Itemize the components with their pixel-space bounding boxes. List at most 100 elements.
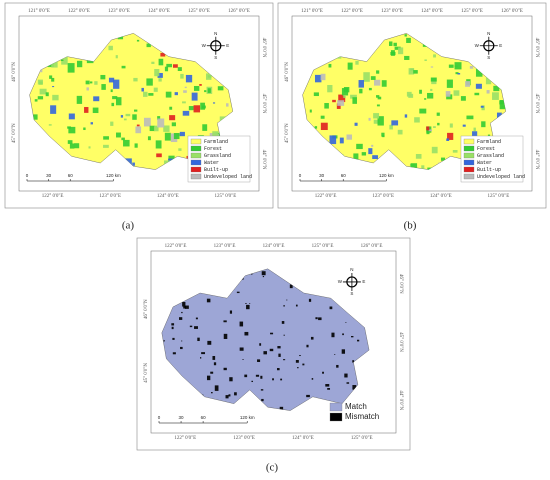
land-patch <box>318 317 322 321</box>
longitude-label: 125° 0'0"E <box>188 9 210 14</box>
land-patch <box>455 72 459 75</box>
compass-letter: S <box>214 55 217 60</box>
land-patch <box>357 339 360 342</box>
land-patch <box>168 158 174 162</box>
land-patch <box>206 298 211 303</box>
longitude-label: 123° 0'0"E <box>381 9 403 14</box>
land-patch <box>344 373 348 378</box>
land-patch <box>389 124 393 130</box>
land-patch <box>485 76 492 85</box>
legend-swatch <box>190 166 202 173</box>
land-patch <box>286 299 288 301</box>
legend-swatch <box>463 152 475 159</box>
scale-label: 60 <box>201 415 207 420</box>
land-patch <box>184 86 187 89</box>
longitude-label: 121° 0'0"E <box>301 9 323 14</box>
land-patch <box>440 157 446 161</box>
land-patch <box>193 105 201 113</box>
land-patch <box>108 45 113 51</box>
land-patch <box>212 356 216 360</box>
land-patch <box>178 148 182 151</box>
scale-label: 60 <box>341 173 347 178</box>
land-patch <box>48 124 52 126</box>
land-patch <box>180 346 183 350</box>
land-patch <box>374 79 381 86</box>
legend-label: Mismatch <box>345 412 379 421</box>
land-patch <box>328 63 332 68</box>
land-patch <box>174 92 178 96</box>
longitude-label: 122° 0'0"E <box>174 436 196 441</box>
land-patch <box>251 380 253 383</box>
land-patch <box>165 91 172 98</box>
land-patch <box>487 134 491 137</box>
compass-letter: S <box>350 291 353 296</box>
compass-cross <box>206 36 225 55</box>
compass-letter: N <box>350 267 353 272</box>
land-patch <box>368 87 372 91</box>
land-patch <box>90 122 93 125</box>
land-patch <box>390 50 395 56</box>
land-patch <box>171 122 176 127</box>
land-patch <box>93 96 100 102</box>
land-patch <box>320 122 328 131</box>
latitude-label: 45° 0'0"N <box>285 123 290 143</box>
land-patch <box>244 331 249 336</box>
land-patch <box>359 88 363 94</box>
land-patch <box>446 138 450 141</box>
legend-swatch <box>190 173 202 180</box>
longitude-label: 125° 0'0"E <box>312 244 334 249</box>
longitude-label: 124° 0'0"E <box>263 244 285 249</box>
longitude-label: 123° 0'0"E <box>99 194 121 199</box>
compass-letter: S <box>487 55 490 60</box>
legend-swatch <box>463 166 475 173</box>
land-patch <box>37 79 43 85</box>
land-patch <box>368 117 371 121</box>
land-patch <box>33 114 38 120</box>
land-patch <box>466 115 474 120</box>
legend-swatch <box>329 402 343 412</box>
latitude-label: 46° 0'0"N <box>261 38 266 58</box>
land-patch <box>424 59 427 61</box>
land-patch <box>51 77 55 82</box>
legend-label: Match <box>345 402 367 411</box>
land-patch <box>183 90 187 93</box>
land-patch <box>134 143 138 148</box>
land-patch <box>146 43 151 48</box>
compass-letter: E <box>226 43 229 48</box>
land-patch <box>406 37 411 43</box>
land-patch <box>376 104 380 107</box>
longitude-label: 125° 0'0"E <box>461 9 483 14</box>
land-patch <box>373 119 380 124</box>
land-patch <box>260 389 264 391</box>
legend-label: Undeveloped land <box>204 174 252 180</box>
land-patch <box>132 114 137 120</box>
land-patch <box>39 88 47 95</box>
land-patch <box>448 64 454 68</box>
land-patch <box>397 129 403 135</box>
land-patch <box>115 55 118 59</box>
map-frame <box>18 15 260 192</box>
land-patch <box>157 116 161 120</box>
map-panel: 122° 0'0"E 123° 0'0"E 124° 0'0"E 125° 0'0"E… <box>136 237 411 451</box>
land-patch <box>314 126 318 129</box>
land-patch <box>234 392 237 396</box>
land-patch <box>269 348 274 352</box>
land-patch <box>84 107 89 113</box>
land-patch <box>210 371 214 374</box>
land-patch <box>211 392 213 394</box>
land-patch <box>376 95 380 98</box>
land-patch <box>249 303 251 304</box>
compass-letter: W <box>202 43 207 48</box>
land-patch <box>270 332 274 335</box>
land-patch <box>261 271 266 276</box>
land-patch <box>173 132 180 140</box>
land-patch <box>299 355 301 357</box>
land-patch <box>125 113 131 117</box>
land-patch <box>358 80 364 88</box>
legend-label: Grassland <box>204 153 231 159</box>
legend-label: Forest <box>204 146 222 152</box>
longitude-label: 125° 0'0"E <box>488 194 510 199</box>
land-patch <box>278 353 281 357</box>
land-patch <box>212 102 216 104</box>
land-patch <box>255 374 260 377</box>
